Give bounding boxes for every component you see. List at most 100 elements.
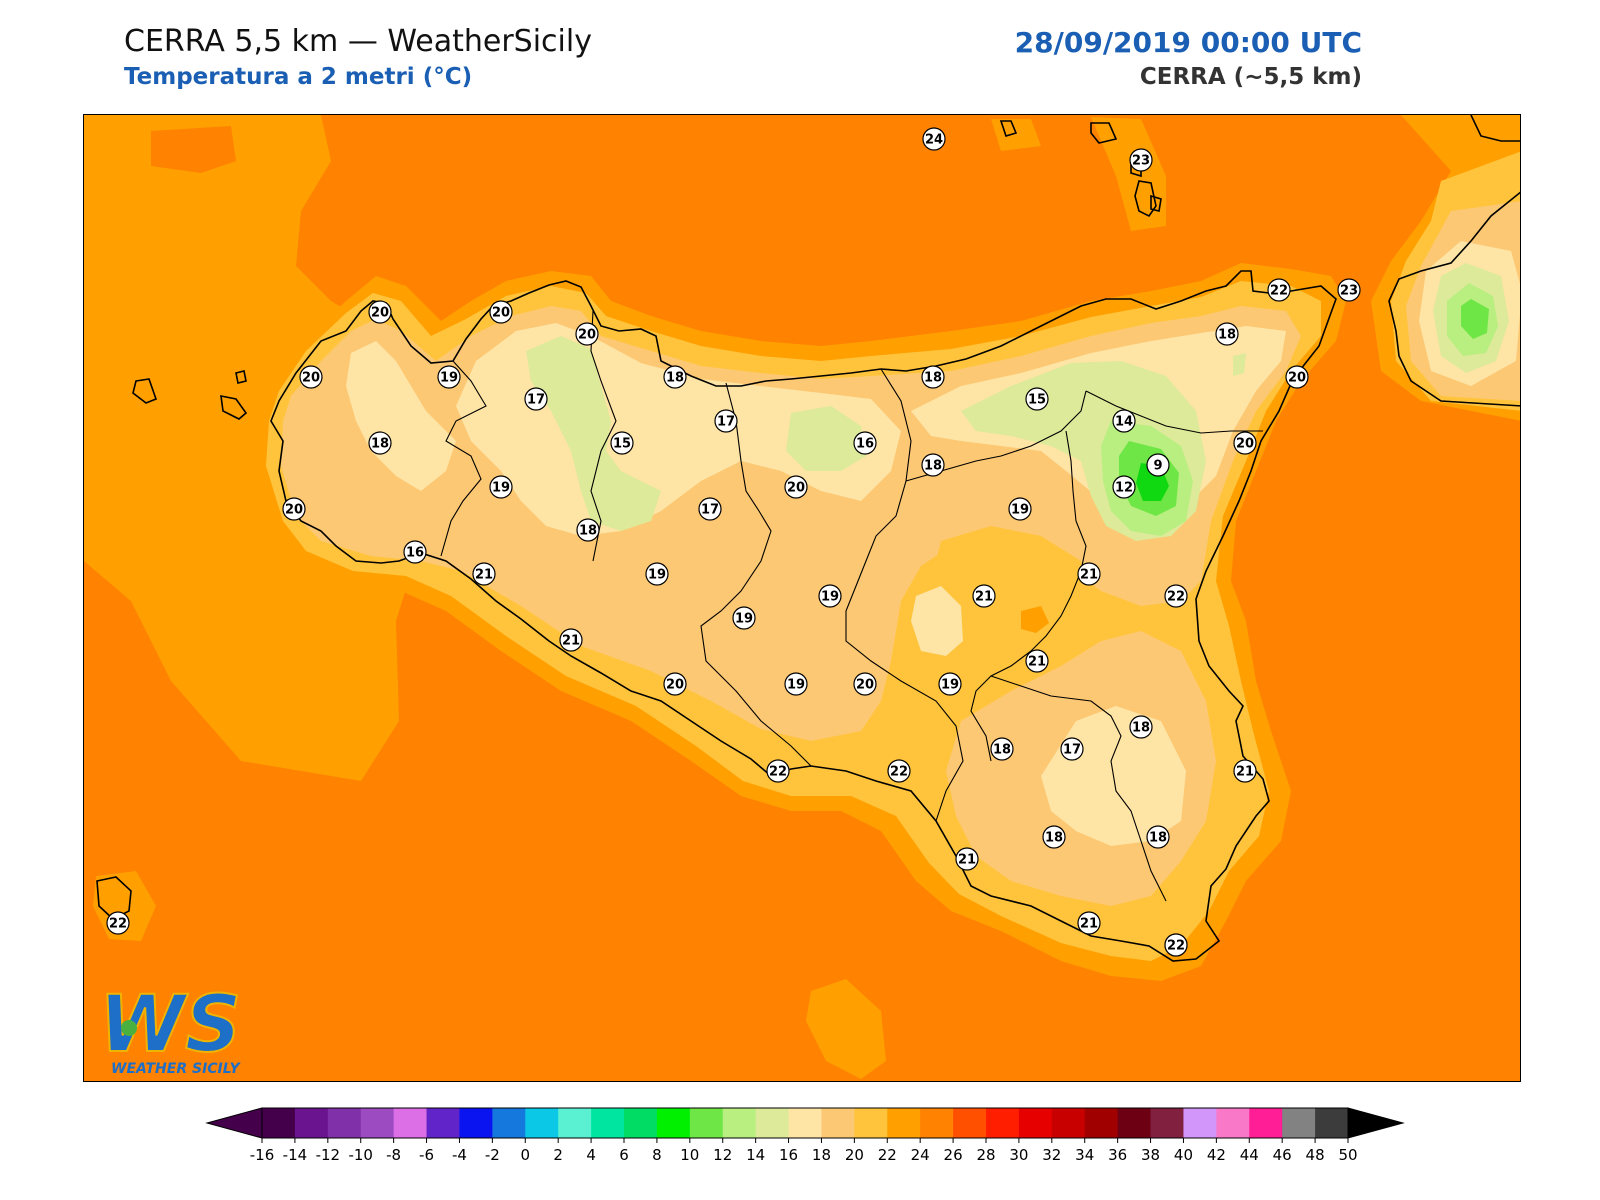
station-circle: [1025, 387, 1049, 411]
station-value: 18: [1045, 831, 1063, 846]
station-value: 18: [666, 371, 684, 386]
station-circle: [922, 127, 946, 151]
colorbar-tick-label: 36: [1108, 1146, 1127, 1164]
colorbar-tick-label: 4: [586, 1146, 596, 1164]
colorbar-tick-label: -6: [419, 1146, 434, 1164]
colorbar-cell: [1183, 1108, 1217, 1138]
station-circle: [1267, 278, 1291, 302]
station-value: 20: [1236, 437, 1254, 452]
colorbar-frame: [261, 1107, 1349, 1139]
colorbar-cell: [953, 1108, 987, 1138]
station-value: 20: [578, 328, 596, 343]
station-marker: 20: [489, 300, 513, 324]
station-value: 23: [1132, 154, 1150, 169]
colorbar-cell: [887, 1108, 921, 1138]
station-marker: 17: [524, 387, 548, 411]
station-value: 19: [1011, 503, 1029, 518]
station-marker: 22: [887, 759, 911, 783]
station-marker: 19: [938, 672, 962, 696]
colorbar-cell: [986, 1108, 1020, 1138]
colorbar-tick-label: 18: [812, 1146, 831, 1164]
station-circle: [1215, 322, 1239, 346]
colorbar-cell: [459, 1108, 493, 1138]
station-value: 17: [1063, 743, 1081, 758]
station-value: 9: [1153, 459, 1162, 474]
center-16: [911, 586, 963, 656]
colorbar-tick-label: 32: [1042, 1146, 1061, 1164]
weather-sicily-logo: WS WEATHER SICILY: [98, 979, 242, 1077]
colorbar-cell: [1282, 1108, 1316, 1138]
station-marker: 14: [1112, 409, 1136, 433]
colorbar-cell: [294, 1108, 329, 1138]
station-value: 22: [1270, 284, 1288, 299]
station-marker: 19: [784, 672, 808, 696]
station-value: 18: [1218, 328, 1236, 343]
colorbar-cell: [755, 1108, 790, 1138]
colorbar-tick-label: 46: [1273, 1146, 1292, 1164]
colorbar-tick-label: 24: [911, 1146, 930, 1164]
station-marker: 22: [1164, 933, 1188, 957]
station-value: 24: [925, 133, 943, 148]
colorbar-tick-label: -8: [386, 1146, 401, 1164]
station-marker: 18: [990, 737, 1014, 761]
station-marker: 20: [282, 497, 306, 521]
logo-text: WEATHER SICILY: [111, 1061, 242, 1077]
station-circle: [1164, 584, 1188, 608]
station-value: 19: [821, 590, 839, 605]
colorbar-tick-label: -14: [283, 1146, 308, 1164]
station-circle: [818, 584, 842, 608]
colorbar-tick-label: 42: [1207, 1146, 1226, 1164]
model-name: CERRA (~5,5 km): [1139, 64, 1362, 90]
station-value: 18: [1149, 831, 1167, 846]
station-value: 20: [666, 678, 684, 693]
station-value: 19: [941, 678, 959, 693]
station-circle: [663, 365, 687, 389]
colorbar-tick-label: 48: [1306, 1146, 1325, 1164]
colorbar-cell: [689, 1108, 724, 1138]
colorbar-tick-label: 10: [680, 1146, 699, 1164]
colorbar-tick-label: 34: [1075, 1146, 1094, 1164]
station-marker: 20: [784, 475, 808, 499]
station-marker: 21: [472, 562, 496, 586]
colorbar-cell: [854, 1108, 888, 1138]
station-circle: [938, 672, 962, 696]
station-value: 15: [613, 437, 631, 452]
station-circle: [732, 606, 756, 630]
station-value: 18: [993, 743, 1011, 758]
colorbar-tick-label: -4: [452, 1146, 467, 1164]
station-marker: 22: [106, 911, 130, 935]
station-value: 19: [492, 481, 510, 496]
station-marker: 18: [663, 365, 687, 389]
province-borders: [440, 310, 1263, 902]
station-circle: [1285, 365, 1309, 389]
station-circle: [887, 759, 911, 783]
station-marker: 20: [1285, 365, 1309, 389]
station-marker: 18: [921, 453, 945, 477]
station-circle: [853, 431, 877, 455]
station-marker: 23: [1129, 148, 1153, 172]
colorbar-tick-label: 22: [878, 1146, 897, 1164]
station-value: 17: [701, 503, 719, 518]
sea-patch-22b: [151, 126, 236, 173]
station-value: 22: [1167, 939, 1185, 954]
map-title: CERRA 5,5 km — WeatherSicily: [124, 24, 592, 59]
colorbar-cell: [788, 1108, 822, 1138]
coastline: [96, 115, 1520, 962]
station-circle: [559, 628, 583, 652]
station-circle: [1233, 431, 1257, 455]
station-circle: [766, 759, 790, 783]
station-circle: [610, 431, 634, 455]
station-marker: 21: [1233, 759, 1257, 783]
station-value: 18: [1132, 721, 1150, 736]
station-circle: [1337, 278, 1361, 302]
station-value: 18: [579, 524, 597, 539]
colorbar-cell: [1150, 1108, 1184, 1138]
station-value: 21: [1236, 765, 1254, 780]
station-value: 21: [975, 590, 993, 605]
station-value: 17: [527, 393, 545, 408]
sea-patch-22c: [806, 979, 886, 1079]
station-marker: 18: [1042, 825, 1066, 849]
station-circle: [645, 562, 669, 586]
station-marker: 20: [575, 322, 599, 346]
colorbar-tick-label: 44: [1240, 1146, 1259, 1164]
